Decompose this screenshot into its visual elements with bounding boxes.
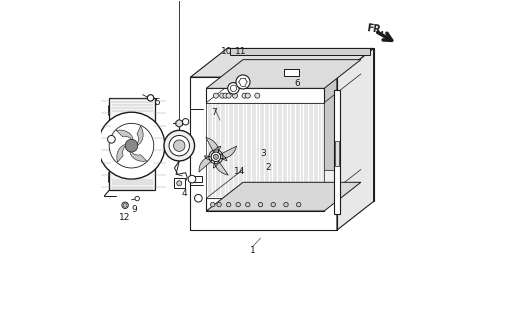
Polygon shape bbox=[213, 161, 228, 175]
Polygon shape bbox=[243, 74, 361, 170]
Polygon shape bbox=[117, 145, 128, 162]
Text: 12: 12 bbox=[119, 213, 131, 222]
Polygon shape bbox=[130, 149, 147, 161]
Circle shape bbox=[242, 93, 247, 98]
Circle shape bbox=[227, 202, 231, 207]
Text: 4: 4 bbox=[181, 189, 187, 198]
Text: 11: 11 bbox=[234, 47, 246, 56]
Circle shape bbox=[258, 202, 263, 207]
Polygon shape bbox=[206, 60, 361, 88]
Polygon shape bbox=[230, 49, 370, 55]
Text: 12: 12 bbox=[181, 135, 192, 144]
Text: 5: 5 bbox=[154, 98, 160, 107]
Polygon shape bbox=[206, 88, 324, 103]
Polygon shape bbox=[334, 90, 340, 214]
Circle shape bbox=[125, 139, 138, 152]
Circle shape bbox=[236, 202, 240, 207]
Circle shape bbox=[164, 130, 194, 161]
Circle shape bbox=[296, 202, 301, 207]
Text: 14: 14 bbox=[234, 167, 245, 176]
Circle shape bbox=[182, 119, 189, 125]
Circle shape bbox=[271, 202, 276, 207]
Circle shape bbox=[210, 202, 215, 207]
Circle shape bbox=[122, 202, 128, 208]
Circle shape bbox=[226, 93, 231, 98]
Circle shape bbox=[223, 93, 228, 98]
Text: 8: 8 bbox=[180, 144, 185, 153]
Polygon shape bbox=[173, 179, 185, 188]
Circle shape bbox=[173, 140, 185, 151]
Circle shape bbox=[284, 202, 288, 207]
Circle shape bbox=[213, 154, 218, 159]
Circle shape bbox=[169, 135, 190, 156]
Circle shape bbox=[188, 175, 196, 183]
Text: 6: 6 bbox=[294, 79, 300, 88]
Polygon shape bbox=[227, 49, 374, 201]
Polygon shape bbox=[190, 49, 374, 77]
Polygon shape bbox=[284, 68, 299, 76]
Circle shape bbox=[228, 83, 239, 94]
Circle shape bbox=[135, 196, 140, 201]
Text: 1: 1 bbox=[250, 246, 255, 255]
Circle shape bbox=[255, 93, 260, 98]
Circle shape bbox=[220, 93, 225, 98]
Polygon shape bbox=[206, 103, 324, 198]
Text: 9: 9 bbox=[132, 205, 138, 214]
Polygon shape bbox=[206, 137, 221, 153]
Text: 3: 3 bbox=[260, 149, 266, 158]
Circle shape bbox=[211, 152, 221, 162]
Polygon shape bbox=[206, 182, 361, 211]
Polygon shape bbox=[199, 156, 213, 172]
Circle shape bbox=[98, 112, 165, 179]
Circle shape bbox=[245, 202, 250, 207]
Circle shape bbox=[147, 95, 154, 101]
Polygon shape bbox=[109, 98, 155, 190]
Text: 13: 13 bbox=[109, 144, 120, 153]
Circle shape bbox=[194, 195, 202, 202]
Polygon shape bbox=[334, 141, 339, 166]
Text: 10: 10 bbox=[221, 47, 233, 56]
Polygon shape bbox=[192, 176, 202, 182]
Circle shape bbox=[213, 93, 218, 98]
Circle shape bbox=[107, 135, 115, 143]
Circle shape bbox=[245, 93, 250, 98]
Text: FR.: FR. bbox=[366, 23, 385, 36]
Polygon shape bbox=[220, 146, 237, 161]
Text: 7: 7 bbox=[212, 108, 217, 117]
Polygon shape bbox=[176, 120, 182, 127]
Circle shape bbox=[123, 203, 127, 207]
Circle shape bbox=[236, 75, 250, 89]
Text: 2: 2 bbox=[266, 164, 271, 172]
Polygon shape bbox=[206, 198, 324, 211]
Circle shape bbox=[232, 93, 238, 98]
Polygon shape bbox=[135, 126, 143, 145]
Circle shape bbox=[217, 202, 221, 207]
Polygon shape bbox=[116, 130, 133, 142]
Circle shape bbox=[177, 181, 182, 186]
Polygon shape bbox=[337, 49, 374, 230]
